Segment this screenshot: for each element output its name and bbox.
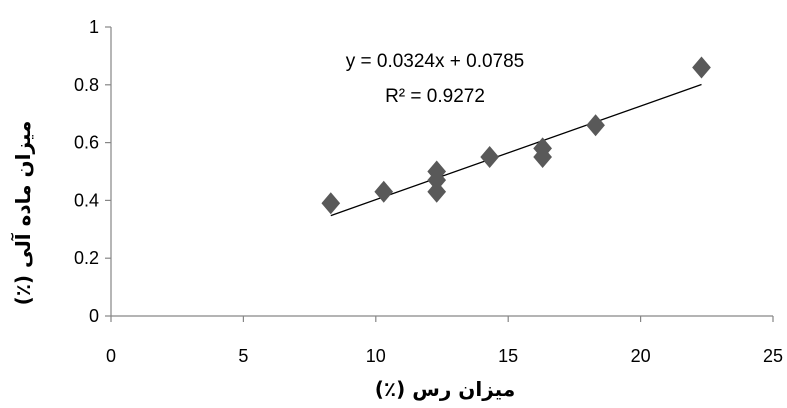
y-tick-label: 0.4 (74, 190, 99, 210)
trendline (330, 83, 702, 217)
y-axis-title: میزان ماده آلی (٪) (10, 121, 35, 306)
y-tick-label: 0.8 (74, 75, 99, 95)
axes (110, 27, 773, 317)
x-tick-label: 20 (631, 346, 651, 366)
r-squared-label: R² = 0.9272 (385, 86, 485, 107)
data-point (427, 169, 447, 192)
x-ticks: 0 5 10 15 20 25 (106, 316, 783, 366)
data-point (321, 192, 341, 215)
data-point (427, 180, 447, 203)
x-tick-label: 25 (763, 346, 783, 366)
trendline-group (330, 83, 702, 217)
x-tick-label: 5 (238, 346, 248, 366)
trendline-equation: y = 0.0324x + 0.0785 (346, 51, 525, 72)
data-point (692, 56, 711, 79)
data-points (321, 56, 711, 215)
y-tick-label: 0.2 (74, 248, 99, 268)
y-tick-label: 1 (89, 17, 99, 37)
x-tick-label: 0 (106, 346, 116, 366)
y-ticks: 0 0.2 0.4 0.6 0.8 1 (74, 17, 111, 326)
data-point (480, 146, 500, 169)
data-point (533, 146, 552, 169)
x-tick-label: 15 (498, 346, 518, 366)
y-tick-label: 0.6 (74, 133, 99, 153)
data-point (586, 114, 605, 137)
x-axis-title: میزان رس (٪) (375, 377, 515, 401)
y-tick-label: 0 (89, 306, 99, 326)
data-point (374, 180, 394, 203)
x-tick-label: 10 (366, 346, 386, 366)
